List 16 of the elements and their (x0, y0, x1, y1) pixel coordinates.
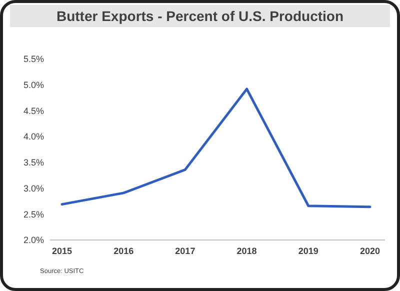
y-tick-label: 4.0% (23, 132, 44, 142)
x-tick-label: 2020 (360, 246, 380, 256)
y-tick-label: 2.0% (23, 235, 44, 246)
y-tick-label: 3.0% (23, 183, 44, 194)
x-tick-label: 2016 (114, 246, 134, 256)
y-tick-label: 4.5% (23, 106, 44, 116)
chart-title: Butter Exports - Percent of U.S. Production (56, 8, 344, 24)
y-tick-label: 3.5% (23, 158, 44, 168)
y-tick-label: 5.5% (23, 54, 44, 64)
x-tick-label: 2015 (52, 246, 72, 256)
line-series (60, 88, 372, 208)
x-tick-label: 2019 (298, 246, 318, 256)
x-tick-label: 2018 (236, 246, 257, 256)
y-tick-label: 5.0% (23, 80, 44, 90)
y-tick-label: 2.5% (23, 209, 44, 220)
x-tick-label: 2017 (175, 246, 196, 256)
